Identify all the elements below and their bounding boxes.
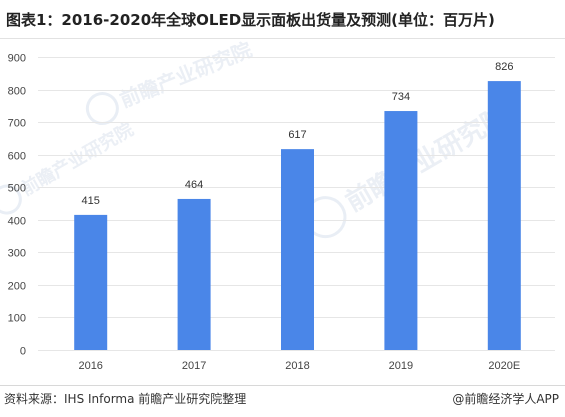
y-tick-label: 400 [8, 216, 26, 228]
y-tick-label: 800 [8, 86, 26, 98]
data-labels: 415 464 617 734 826 [82, 61, 514, 207]
watermark-text: 前瞻产业研究院 [17, 118, 137, 200]
chart-title: 图表1：2016-2020年全球OLED显示面板出货量及预测(单位：百万片) [6, 11, 495, 29]
x-tick-label: 2016 [78, 360, 102, 372]
bar [281, 149, 314, 350]
x-tick-label: 2020E [488, 360, 520, 372]
y-tick-label: 0 [20, 346, 26, 358]
data-label: 734 [392, 91, 410, 103]
bar [74, 214, 108, 350]
bar [384, 111, 418, 350]
watermark-logo-icon [0, 184, 22, 215]
y-tick-label: 300 [8, 248, 26, 260]
watermark: 前瞻产业研究院 [85, 37, 255, 126]
data-label: 464 [185, 179, 203, 191]
watermark-text: 前瞻产业研究院 [116, 37, 255, 112]
y-tick-label: 200 [8, 281, 26, 293]
x-tick-label: 2018 [285, 360, 309, 372]
data-label: 415 [82, 195, 100, 207]
y-tick-label: 500 [8, 183, 26, 195]
title-divider [0, 38, 565, 39]
footer-divider [0, 385, 565, 386]
y-axis-tick-labels: 0 100 200 300 400 500 600 700 800 900 [8, 53, 26, 358]
source-note: 资料来源：IHS Informa 前瞻产业研究院整理 [4, 392, 247, 406]
y-tick-label: 900 [8, 53, 26, 65]
x-axis-tick-labels: 2016 2017 2018 2019 2020E [78, 360, 520, 372]
x-tick-label: 2017 [182, 360, 206, 372]
y-tick-label: 700 [8, 118, 26, 130]
brand-credit: @前瞻经济学人APP [452, 392, 559, 406]
watermark: 前瞻产业研究院 [0, 118, 137, 215]
x-tick-label: 2019 [389, 360, 413, 372]
data-label: 826 [495, 61, 513, 73]
y-tick-label: 600 [8, 151, 26, 163]
watermark-text: 前瞻产业研究院 [341, 100, 514, 218]
y-tick-label: 100 [8, 313, 26, 325]
bar [177, 198, 211, 350]
data-label: 617 [288, 129, 306, 141]
bar [487, 81, 521, 350]
bars [74, 81, 521, 350]
